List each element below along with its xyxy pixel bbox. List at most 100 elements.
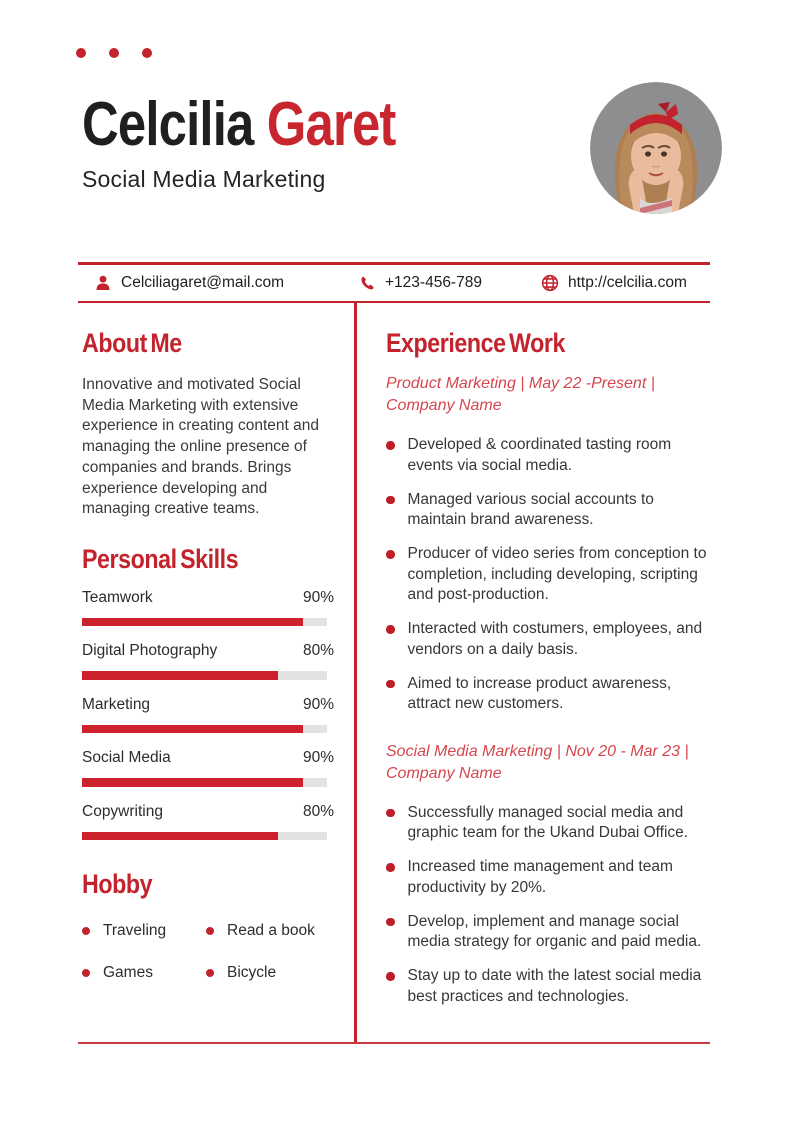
contact-phone: +123-456-789 [359,274,482,292]
contact-bar: Celciliagaret@mail.com +123-456-789 http… [78,262,710,303]
job-bullet: Increased time management and team produ… [386,857,714,898]
bullet-icon [82,969,90,978]
job-bullet-text: Managed various social accounts to maint… [407,490,654,529]
contact-website: http://celcilia.com [541,274,687,292]
hobby-list: Traveling Read a book Games Bicycle [82,922,334,982]
job-bullet-text: Aimed to increase product awareness, att… [407,674,672,713]
bullet-icon [386,808,395,817]
hobby-label: Bicycle [227,964,277,982]
skill-item: Social Media 90% [82,749,334,787]
job-bullet-list: Successfully managed social media and gr… [386,803,714,1008]
job-bullet-list: Developed & coordinated tasting room eve… [386,435,714,715]
skills-list: Teamwork 90% Digital Photography 80% Mar… [82,589,334,841]
skill-percent: 80% [302,642,334,660]
skill-bar-track [82,724,327,734]
skill-item: Marketing 90% [82,696,334,734]
hobby-item: Bicycle [206,964,334,982]
job-bullet: Aimed to increase product awareness, att… [386,674,714,715]
contact-email-value: Celciliagaret@mail.com [121,274,285,291]
skill-label: Social Media [82,749,171,767]
skill-bar-track [82,617,327,627]
profile-photo [590,82,722,214]
job-bullet: Stay up to date with the latest social m… [386,966,714,1007]
bullet-icon [386,863,395,872]
skill-bar-fill [82,778,303,787]
contact-website-value: http://celcilia.com [568,274,687,291]
skill-bar-fill [82,831,278,841]
job-bullet-text: Increased time management and team produ… [407,858,673,896]
skills-heading: Personal Skills [82,543,239,574]
job-bullet-text: Producer of video series from conception… [407,545,707,603]
skill-bar-track [82,671,327,680]
bullet-icon [386,550,395,559]
main-content: About Me Innovative and motivated Social… [78,303,710,1044]
hobby-item: Read a book [206,922,334,940]
skill-label: Marketing [82,695,151,713]
hobby-label: Games [103,964,153,982]
job-bullet: Producer of video series from conception… [386,544,714,606]
dot-icon [76,48,86,58]
skill-item: Copywriting 80% [82,803,334,841]
skill-label: Teamwork [82,588,153,606]
bullet-icon [82,927,90,936]
hobby-label: Traveling [103,922,167,940]
hobby-item: Traveling [82,922,206,940]
column-divider [354,303,357,1042]
skill-bar-track [82,778,327,787]
bullet-icon [206,927,214,936]
skill-bar-fill [82,724,303,734]
dot-icon [142,48,152,58]
person-icon [96,275,110,290]
skill-percent: 90% [302,749,334,767]
skill-percent: 80% [302,802,334,820]
job-bullet: Interacted with costumers, employees, an… [386,619,714,660]
hobby-heading: Hobby [82,869,153,900]
bullet-icon [386,917,395,926]
skill-percent: 90% [302,695,334,713]
contact-email: Celciliagaret@mail.com [94,274,284,292]
job-bullet: Managed various social accounts to maint… [386,490,714,531]
job-bullet-text: Developed & coordinated tasting room eve… [407,436,672,474]
skill-label: Digital Photography [82,642,218,660]
globe-icon [541,274,559,292]
hobby-item: Games [82,964,206,982]
dot-icon [109,48,119,58]
bullet-icon [386,625,395,634]
skill-bar-fill [82,617,303,627]
job-bullet: Developed & coordinated tasting room eve… [386,435,714,476]
right-column: Experience Work Product Marketing | May … [386,303,714,1021]
bullet-icon [386,495,395,504]
job-bullet: Develop, implement and manage social med… [386,912,714,953]
skill-bar-fill [82,671,278,680]
bullet-icon [206,969,214,978]
hobby-label: Read a book [227,922,315,940]
skill-label: Copywriting [82,802,163,820]
job-bullet-text: Develop, implement and manage social med… [407,912,702,951]
job-bullet: Successfully managed social media and gr… [386,803,714,844]
experience-heading: Experience Work [386,328,565,358]
decorative-dots [76,48,152,58]
skill-percent: 90% [302,588,334,606]
job-title: Social Media Marketing | Nov 20 - Mar 23… [386,742,689,782]
bullet-icon [386,972,395,981]
last-name: Garet [266,90,397,159]
skill-item: Teamwork 90% [82,589,334,627]
job-bullet-text: Stay up to date with the latest social m… [407,967,702,1005]
left-column: About Me Innovative and motivated Social… [82,303,334,982]
person-name: Celcilia Garet [82,92,396,157]
about-heading: About Me [82,328,182,358]
contact-phone-value: +123-456-789 [385,274,482,291]
bullet-icon [386,679,395,688]
person-job-title: Social Media Marketing [82,166,326,193]
profile-photo-illustration [590,82,722,214]
bullet-icon [386,441,395,450]
about-text: Innovative and motivated Social Media Ma… [82,376,319,518]
header: Celcilia Garet Social Media Marketing [82,92,464,193]
job-bullet-text: Interacted with costumers, employees, an… [407,620,703,658]
first-name: Celcilia [82,90,254,159]
job-title: Product Marketing | May 22 -Present | Co… [386,375,655,414]
skill-item: Digital Photography 80% [82,642,334,680]
phone-icon [361,276,374,289]
job-bullet-text: Successfully managed social media and gr… [407,803,689,842]
